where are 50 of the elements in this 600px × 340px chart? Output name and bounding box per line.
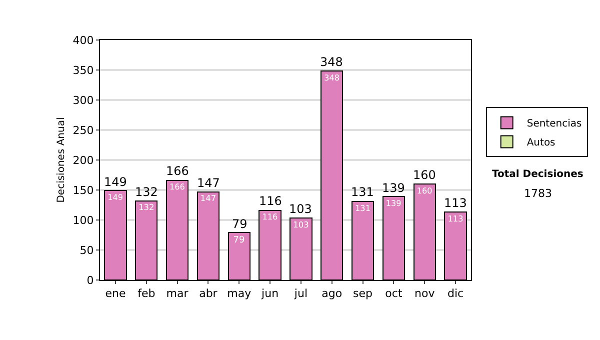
data-label: 166	[169, 182, 185, 192]
total-label: 166	[166, 164, 189, 178]
y-tick-label: 400	[72, 34, 94, 47]
total-label: 348	[320, 55, 343, 69]
x-tick-label: oct	[385, 287, 403, 300]
total-label: 113	[444, 196, 467, 210]
total-label: 79	[232, 217, 248, 231]
x-tick-label: feb	[138, 287, 156, 300]
x-tick-label: may	[227, 287, 252, 300]
text: 1783	[524, 187, 552, 200]
legend-label: Autos	[526, 138, 556, 149]
total-label: 160	[413, 168, 436, 182]
y-tick-label: 50	[80, 244, 94, 257]
x-tick-label: dic	[447, 287, 464, 300]
data-label: 132	[138, 202, 154, 212]
x-tick-label: sep	[353, 287, 373, 300]
legend-label: Sentencias	[526, 118, 582, 130]
data-label: 116	[262, 212, 278, 222]
x-tick-label: abr	[199, 287, 218, 300]
x-tick-label: ene	[105, 287, 126, 300]
x-tick-label: nov	[414, 287, 436, 300]
data-label: 160	[416, 186, 432, 196]
y-tick-label: 0	[86, 274, 94, 287]
y-tick-label: 150	[72, 184, 94, 197]
total-label: 131	[351, 185, 374, 199]
total-label: 116	[259, 194, 282, 208]
data-label: 79	[233, 236, 245, 246]
total-label: 147	[197, 176, 220, 190]
data-label: 131	[354, 202, 371, 213]
y-axis-title: Decisiones Anual	[56, 117, 67, 203]
y-tick-label: 300	[72, 94, 94, 107]
text: Total Decisiones	[492, 169, 584, 180]
y-tick-label: 200	[72, 154, 94, 167]
total-label: 132	[135, 185, 158, 199]
x-tick-label: mar	[166, 287, 189, 300]
total-label: 139	[382, 181, 405, 195]
y-tick-label: 350	[72, 64, 94, 77]
total-label: 103	[289, 202, 312, 216]
data-label: 139	[386, 198, 402, 208]
data-label: 147	[200, 193, 216, 204]
x-tick-label: jun	[260, 287, 279, 300]
data-label: 113	[448, 214, 464, 224]
y-tick-label: 250	[72, 124, 94, 137]
x-tick-label: ago	[322, 287, 342, 300]
data-label: 103	[293, 220, 309, 230]
x-tick-label: jul	[293, 287, 308, 300]
data-label: 348	[324, 73, 340, 82]
data-label: 149	[108, 192, 124, 202]
total-label: 149	[104, 175, 127, 189]
y-tick-label: 100	[72, 214, 94, 227]
